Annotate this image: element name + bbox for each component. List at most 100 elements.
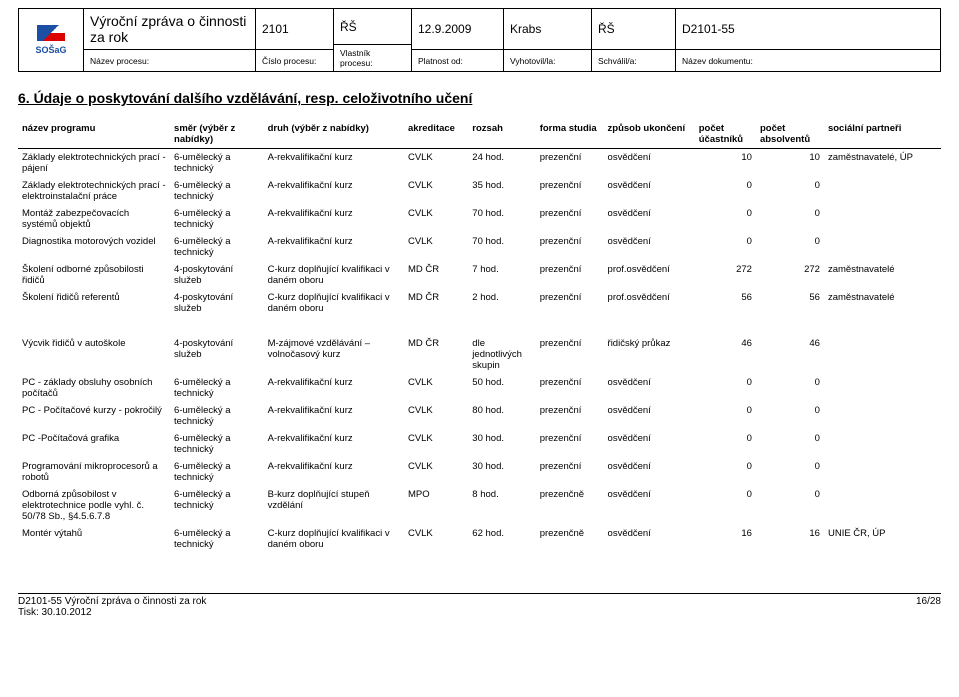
cell-type: A-rekvalifikační kurz [264, 402, 404, 430]
cell-akr: MD ČR [404, 335, 468, 374]
table-row: Výcvik řidičů v autoškole4-poskytování s… [18, 335, 941, 374]
cell-soc [824, 233, 941, 261]
cell-part: 0 [695, 205, 756, 233]
cell-part: 0 [695, 486, 756, 525]
cell-type: M-zájmové vzdělávání – volnočasový kurz [264, 335, 404, 374]
cell-roz: 70 hod. [468, 233, 535, 261]
cell-type: A-rekvalifikační kurz [264, 458, 404, 486]
cell-part: 0 [695, 233, 756, 261]
col-end: způsob ukončení [604, 120, 695, 149]
cell-roz: dle jednotlivých skupin [468, 335, 535, 374]
cell-name: Programování mikroprocesorů a robotů [18, 458, 170, 486]
col-part: počet účastníků [695, 120, 756, 149]
table-row: Programování mikroprocesorů a robotů6-um… [18, 458, 941, 486]
cell-name: PC - základy obsluhy osobních počítačů [18, 374, 170, 402]
cell-soc [824, 205, 941, 233]
cell-end: osvědčení [604, 374, 695, 402]
cell-abs: 16 [756, 525, 824, 553]
cell-end: prof.osvědčení [604, 261, 695, 289]
cell-akr: MD ČR [404, 261, 468, 289]
cell-part: 0 [695, 430, 756, 458]
cell-name: Základy elektrotechnických prací - elekt… [18, 177, 170, 205]
cell-soc [824, 374, 941, 402]
cell-akr: CVLK [404, 177, 468, 205]
cell-form: prezenční [536, 374, 604, 402]
table-row: Montáž zabezpečovacích systémů objektů6-… [18, 205, 941, 233]
cell-form: prezenční [536, 458, 604, 486]
cell-form: prezenčně [536, 486, 604, 525]
page: SOŠaG Výroční zpráva o činnosti za rok N… [0, 0, 959, 618]
cell-soc [824, 458, 941, 486]
cell-type: A-rekvalifikační kurz [264, 233, 404, 261]
cell-name: Montér výtahů [18, 525, 170, 553]
cell-type: B-kurz doplňující stupeň vzdělání [264, 486, 404, 525]
cell-part: 46 [695, 335, 756, 374]
header-owner-label: Vlastník procesu: [334, 44, 411, 71]
cell-abs: 0 [756, 458, 824, 486]
footer-left: D2101-55 Výroční zpráva o činnosti za ro… [18, 596, 206, 618]
cell-roz: 30 hod. [468, 458, 535, 486]
cell-abs: 56 [756, 289, 824, 317]
cell-end: osvědčení [604, 486, 695, 525]
table-row: Základy elektrotechnických prací - elekt… [18, 177, 941, 205]
cell-soc [824, 430, 941, 458]
table-row: Školení odborné způsobilosti řidičů4-pos… [18, 261, 941, 289]
cell-abs: 0 [756, 486, 824, 525]
cell-akr: CVLK [404, 205, 468, 233]
col-abs: počet absolventů [756, 120, 824, 149]
flag-icon [37, 25, 65, 41]
cell-part: 16 [695, 525, 756, 553]
cell-name: PC -Počítačová grafika [18, 430, 170, 458]
cell-form: prezenčně [536, 525, 604, 553]
cell-abs: 272 [756, 261, 824, 289]
cell-abs: 10 [756, 149, 824, 178]
cell-part: 10 [695, 149, 756, 178]
header-approved-label: Schválil/a: [592, 49, 675, 71]
cell-name: Školení řidičů referentů [18, 289, 170, 317]
cell-type: A-rekvalifikační kurz [264, 205, 404, 233]
cell-dir: 6-umělecký a technický [170, 374, 264, 402]
header-valid-label: Platnost od: [412, 49, 503, 71]
table-row: Diagnostika motorových vozidel6-umělecký… [18, 233, 941, 261]
cell-akr: CVLK [404, 458, 468, 486]
cell-part: 0 [695, 402, 756, 430]
cell-name: Diagnostika motorových vozidel [18, 233, 170, 261]
footer-print: Tisk: 30.10.2012 [18, 607, 92, 618]
cell-name: Základy elektrotechnických prací - pájen… [18, 149, 170, 178]
cell-name: Školení odborné způsobilosti řidičů [18, 261, 170, 289]
cell-roz: 30 hod. [468, 430, 535, 458]
logo: SOŠaG [18, 9, 84, 71]
cell-end: osvědčení [604, 458, 695, 486]
cell-end: osvědčení [604, 525, 695, 553]
cell-roz: 2 hod. [468, 289, 535, 317]
table-row: Základy elektrotechnických prací - pájen… [18, 149, 941, 178]
cell-soc: zaměstnavatelé [824, 289, 941, 317]
cell-dir: 6-umělecký a technický [170, 486, 264, 525]
header-valid-from: 12.9.2009 [412, 9, 503, 49]
cell-dir: 6-umělecký a technický [170, 149, 264, 178]
cell-dir: 6-umělecký a technický [170, 458, 264, 486]
cell-dir: 4-poskytování služeb [170, 261, 264, 289]
logo-text: SOŠaG [35, 45, 66, 55]
cell-type: A-rekvalifikační kurz [264, 149, 404, 178]
col-soc: sociální partneři [824, 120, 941, 149]
page-footer: D2101-55 Výroční zpráva o činnosti za ro… [18, 593, 941, 618]
cell-abs: 0 [756, 233, 824, 261]
cell-dir: 6-umělecký a technický [170, 430, 264, 458]
table-row: Odborná způsobilost v elektrotechnice po… [18, 486, 941, 525]
programs-table: název programu směr (výběr z nabídky) dr… [18, 120, 941, 553]
cell-akr: CVLK [404, 402, 468, 430]
cell-name: PC - Počítačové kurzy - pokročilý [18, 402, 170, 430]
cell-roz: 7 hod. [468, 261, 535, 289]
cell-part: 272 [695, 261, 756, 289]
header-number: 2101 [256, 9, 333, 49]
cell-akr: MPO [404, 486, 468, 525]
cell-name: Montáž zabezpečovacích systémů objektů [18, 205, 170, 233]
cell-dir: 6-umělecký a technický [170, 205, 264, 233]
footer-doc: D2101-55 Výroční zpráva o činnosti za ro… [18, 596, 206, 607]
cell-end: osvědčení [604, 149, 695, 178]
header-title-label: Název procesu: [84, 49, 255, 71]
col-roz: rozsah [468, 120, 535, 149]
header-title: Výroční zpráva o činnosti za rok [84, 9, 255, 49]
cell-form: prezenční [536, 335, 604, 374]
